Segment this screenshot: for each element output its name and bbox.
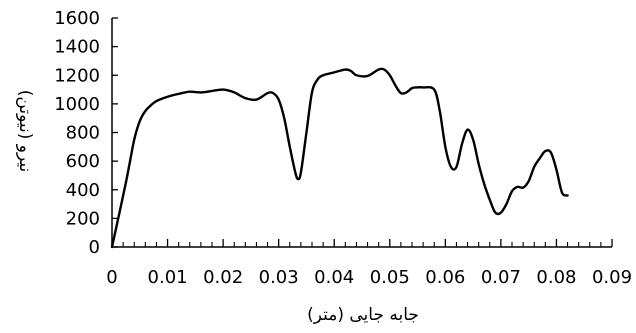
x-tick-label: 0.09 — [592, 267, 632, 288]
y-tick-label: 400 — [66, 180, 100, 201]
y-tick-label: 1600 — [54, 8, 100, 29]
y-tick-label: 600 — [66, 151, 100, 172]
plot-area — [110, 67, 569, 249]
x-tick-label: 0.06 — [425, 267, 465, 288]
y-tick-label: 800 — [66, 123, 100, 144]
series-line-0 — [110, 67, 569, 249]
y-tick-label: 1400 — [54, 37, 100, 58]
axes: 0 200 400 600 800 1000 1200 1400 1600 0 0.01 0.02 0.… — [54, 8, 632, 288]
x-tick-label: 0.05 — [370, 267, 410, 288]
x-tick-label: 0.01 — [148, 267, 188, 288]
y-tick-label: 1000 — [54, 94, 100, 115]
x-tick-label: 0.08 — [536, 267, 576, 288]
x-axis-title: جابه جایی (متر) — [307, 305, 419, 325]
y-axis-title: نیرو (نیوتن) — [15, 90, 35, 172]
x-tick-label: 0.02 — [203, 267, 243, 288]
y-tick-label: 1200 — [54, 65, 100, 86]
x-tick-label: 0.07 — [481, 267, 521, 288]
y-tick-label: 200 — [66, 208, 100, 229]
x-tick-label: 0.03 — [259, 267, 299, 288]
x-tick-label: 0 — [106, 267, 117, 288]
y-tick-label: 0 — [89, 237, 100, 258]
x-tick-label: 0.04 — [314, 267, 354, 288]
